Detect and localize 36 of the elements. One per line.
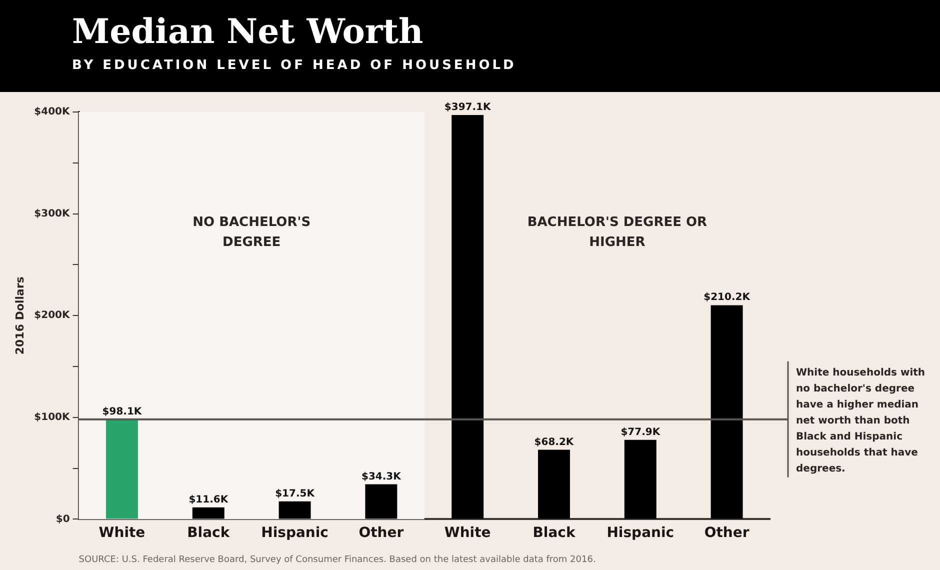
- x-tick-label: White: [98, 525, 146, 542]
- x-tick-label: Black: [532, 525, 576, 542]
- y-tick-label: $300K: [34, 208, 72, 220]
- data-label: $34.3K: [361, 471, 402, 482]
- data-label: $210.2K: [704, 292, 752, 304]
- y-tick-label: $200K: [34, 310, 72, 322]
- chart-title: Median Net Worth: [72, 11, 424, 54]
- x-tick-label: White: [444, 525, 491, 542]
- data-label: $77.9K: [620, 426, 662, 438]
- data-label: $68.2K: [534, 436, 575, 448]
- y-tick-label: $0: [56, 514, 70, 525]
- bar: [710, 305, 743, 519]
- x-tick-label: Black: [187, 525, 230, 542]
- data-label: $11.6K: [188, 494, 230, 506]
- y-axis-title: 2016 Dollars: [13, 276, 26, 355]
- data-label: $17.5K: [275, 488, 316, 500]
- data-label: $397.1K: [444, 102, 492, 113]
- source-note: SOURCE: U.S. Federal Reserve Board, Survey of Consumer Finances. Based on the latest available data from 2016.: [78, 555, 596, 565]
- x-tick-label: Hispanic: [606, 525, 674, 542]
- y-tick-label: $400K: [34, 106, 72, 118]
- x-tick-label: Other: [704, 525, 750, 542]
- data-label: $98.1K: [102, 406, 143, 418]
- annotation: BACHELOR'S DEGREE OR HIGHER: [527, 215, 708, 250]
- bar: [624, 440, 656, 519]
- x-tick-label: Other: [358, 525, 404, 542]
- y-tick-label: $100K: [34, 412, 72, 423]
- x-tick-label: Hispanic: [261, 525, 328, 542]
- bar: [192, 507, 224, 519]
- chart-subtitle: BY EDUCATION LEVEL OF HEAD OF HOUSEHOLD: [72, 58, 518, 73]
- bar: [538, 450, 570, 519]
- bar: [365, 484, 398, 519]
- bar: [106, 419, 138, 519]
- ref-line-label: White households with no bachelor's degree have a higher median net worth than both Black and Hispanic households that have degrees.: [796, 367, 926, 474]
- band-label: NO BACHELOR'S DEGREE: [192, 215, 311, 250]
- bar: [452, 114, 484, 519]
- bar: [278, 501, 311, 519]
